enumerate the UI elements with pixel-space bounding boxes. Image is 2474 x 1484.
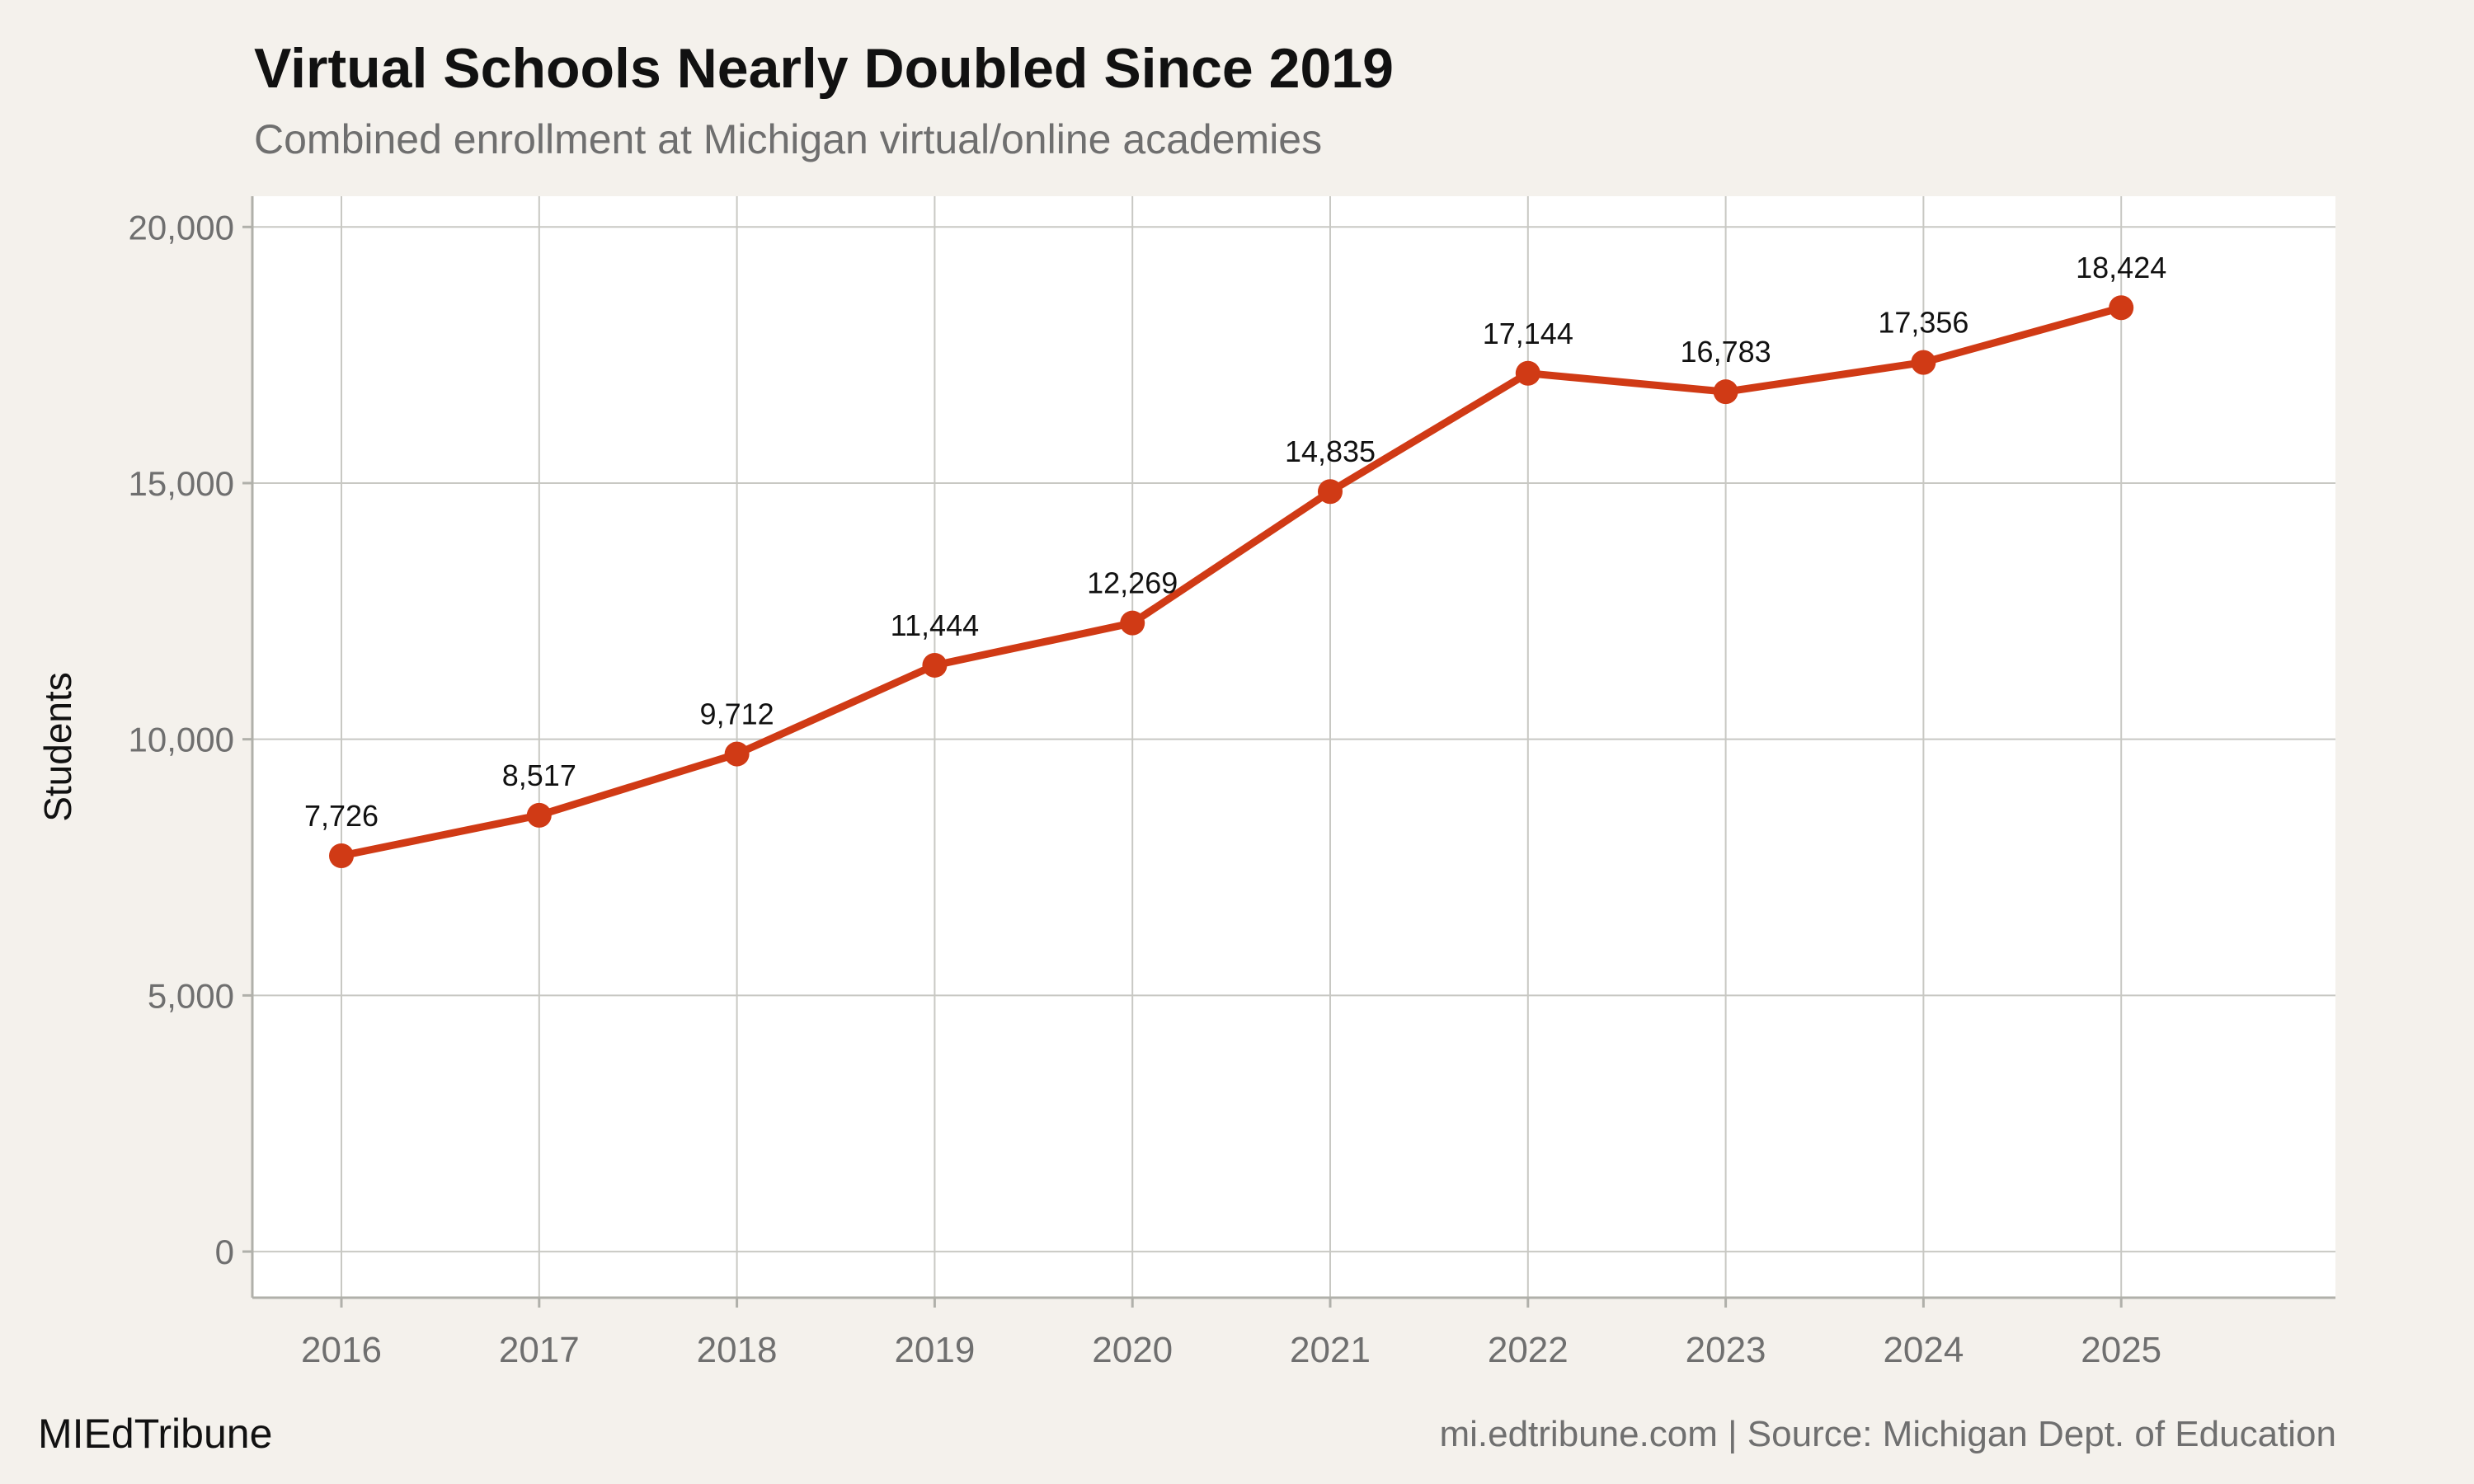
y-tick-label-0: 0 — [215, 1233, 234, 1271]
data-point-2025 — [2109, 295, 2134, 321]
chart-title: Virtual Schools Nearly Doubled Since 201… — [254, 37, 1394, 100]
x-tick-label-2016: 2016 — [301, 1330, 382, 1370]
data-point-2020 — [1120, 610, 1145, 636]
plot-area — [252, 196, 2335, 1298]
x-axis-ticks: 2016 2017 2018 2019 2020 2021 2022 2023 2024 2025 — [301, 1298, 2161, 1370]
data-point-2018 — [724, 741, 750, 767]
horizontal-gridlines — [252, 226, 2335, 1253]
x-tick-label-2022: 2022 — [1488, 1330, 1569, 1370]
x-tick-label-2017: 2017 — [499, 1330, 580, 1370]
data-labels: 7,726 8,517 9,712 11,444 12,269 14,835 17,144 1… — [304, 251, 2166, 833]
x-tick-label-2024: 2024 — [1883, 1330, 1964, 1370]
y-axis-ticks: 0 5,000 10,000 15,000 20,000 — [129, 208, 252, 1271]
source-credit: mi.edtribune.com | Source: Michigan Dept… — [1439, 1414, 2336, 1454]
x-tick-label-2020: 2020 — [1092, 1330, 1173, 1370]
series-enrollment — [337, 303, 2125, 860]
data-label-2016: 7,726 — [304, 799, 379, 833]
data-label-2025: 18,424 — [2076, 251, 2166, 284]
x-tick-label-2025: 2025 — [2081, 1330, 2161, 1370]
data-points — [329, 295, 2134, 868]
data-point-2021 — [1318, 479, 1343, 505]
y-tick-label-15000: 15,000 — [129, 464, 234, 503]
x-tick-label-2023: 2023 — [1686, 1330, 1766, 1370]
data-point-2019 — [922, 652, 948, 678]
chart-subtitle: Combined enrollment at Michigan virtual/… — [254, 116, 1323, 162]
x-tick-label-2019: 2019 — [894, 1330, 975, 1370]
data-label-2023: 16,783 — [1681, 335, 1771, 369]
data-label-2019: 11,444 — [891, 608, 979, 642]
y-tick-label-5000: 5,000 — [148, 976, 234, 1015]
data-point-2022 — [1515, 360, 1540, 386]
axes — [251, 196, 2335, 1299]
data-label-2018: 9,712 — [700, 697, 774, 731]
data-point-2023 — [1713, 379, 1738, 405]
data-label-2024: 17,356 — [1878, 306, 1968, 340]
y-tick-label-20000: 20,000 — [129, 208, 234, 247]
y-axis-label: Students — [36, 672, 79, 822]
brand-logo-text: MIEdTribune — [38, 1411, 273, 1457]
data-point-2024 — [1911, 350, 1936, 375]
x-tick-label-2018: 2018 — [697, 1330, 778, 1370]
data-label-2022: 17,144 — [1483, 317, 1573, 350]
data-point-2016 — [329, 843, 354, 868]
series-line — [337, 303, 2125, 860]
data-label-2020: 12,269 — [1087, 566, 1178, 600]
data-label-2021: 14,835 — [1285, 434, 1376, 468]
x-tick-label-2021: 2021 — [1290, 1330, 1371, 1370]
y-tick-label-10000: 10,000 — [129, 721, 234, 759]
data-label-2017: 8,517 — [502, 758, 576, 792]
data-point-2017 — [526, 802, 552, 828]
